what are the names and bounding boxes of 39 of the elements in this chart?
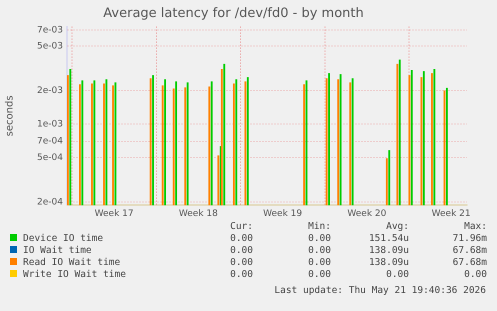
text: 0.00: [307, 256, 331, 268]
y-tick-label: 7e-04: [37, 136, 64, 147]
y-tick-label: 2e-03: [37, 86, 63, 96]
text: 0.00: [229, 268, 253, 280]
text: 151.54u: [368, 232, 409, 244]
text: 67.68m: [452, 256, 487, 268]
text: 0.00: [229, 244, 253, 256]
text: Min:: [307, 220, 331, 232]
text: 67.68m: [452, 244, 487, 256]
y-tick-label: 5e-03: [37, 42, 63, 52]
text: Cur:: [229, 220, 253, 232]
text: 0.00: [385, 268, 409, 280]
text: 0.00: [463, 268, 487, 280]
legend-label: IO Wait time: [22, 244, 93, 256]
y-tick-label: 7e-03: [37, 25, 63, 36]
text: 138.09u: [368, 244, 409, 256]
x-tick-label: Week 20: [347, 208, 387, 219]
text: 138.09u: [368, 256, 409, 268]
text: 0.00: [307, 232, 331, 244]
legend-label: Write IO Wait time: [22, 268, 127, 280]
text: Last update: Thu May 21 19:40:36 2026: [274, 285, 486, 296]
text: 71.96m: [452, 232, 487, 244]
x-tick-label: Week 17: [94, 208, 134, 219]
text: Max:: [463, 220, 487, 232]
text: 0.00: [307, 268, 331, 280]
y-tick-label: 5e-04: [37, 152, 64, 163]
text: 0.00: [307, 244, 331, 256]
x-tick-label: Week 19: [263, 208, 302, 219]
text: Avg:: [385, 220, 409, 232]
text: 0.00: [229, 232, 253, 244]
y-axis-title: seconds: [4, 95, 16, 136]
text: 0.00: [229, 256, 253, 268]
x-tick-label: Week 21: [432, 208, 471, 219]
legend-label: Read IO Wait time: [22, 256, 122, 268]
x-tick-label: Week 18: [178, 208, 218, 219]
legend-label: Device IO time: [22, 232, 104, 244]
chart-title: Average latency for /dev/fd0 - by month: [103, 6, 364, 22]
y-tick-label: 2e-04: [37, 197, 64, 208]
y-tick-label: 1e-03: [37, 119, 63, 130]
